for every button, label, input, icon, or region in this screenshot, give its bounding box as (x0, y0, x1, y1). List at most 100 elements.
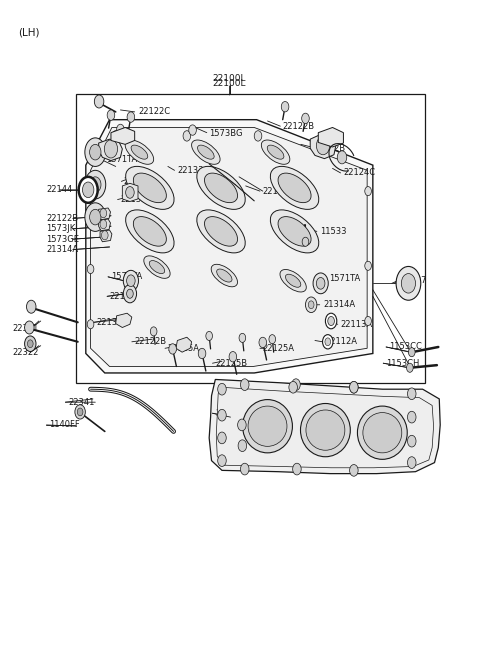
Circle shape (189, 125, 196, 136)
Circle shape (126, 187, 134, 198)
Text: 22122B: 22122B (47, 214, 79, 223)
Polygon shape (91, 128, 367, 366)
Circle shape (123, 285, 137, 303)
Circle shape (239, 333, 246, 343)
Ellipse shape (242, 400, 292, 453)
Circle shape (87, 187, 94, 196)
Text: 22114A: 22114A (263, 187, 295, 196)
Circle shape (90, 210, 101, 225)
Text: 22115A: 22115A (168, 344, 200, 353)
Ellipse shape (131, 145, 148, 159)
Circle shape (206, 331, 213, 341)
Text: 1571TA: 1571TA (106, 155, 137, 164)
Ellipse shape (192, 140, 220, 164)
Text: 11533: 11533 (320, 227, 346, 236)
Circle shape (292, 379, 300, 390)
Text: 22100L: 22100L (213, 79, 246, 88)
Circle shape (302, 237, 309, 246)
Circle shape (365, 261, 372, 271)
Ellipse shape (300, 403, 350, 457)
Circle shape (85, 203, 106, 231)
Circle shape (123, 271, 138, 291)
Circle shape (218, 455, 226, 466)
Circle shape (293, 463, 301, 475)
Circle shape (218, 409, 226, 421)
Text: 22122B: 22122B (124, 177, 156, 186)
Circle shape (218, 432, 226, 443)
Circle shape (365, 187, 372, 196)
Text: 1571TA: 1571TA (111, 272, 142, 282)
Text: 22322: 22322 (12, 348, 39, 357)
Ellipse shape (197, 166, 245, 210)
Ellipse shape (125, 140, 154, 164)
Circle shape (100, 219, 107, 229)
Circle shape (254, 131, 262, 141)
Circle shape (238, 440, 247, 451)
Circle shape (104, 140, 118, 158)
Circle shape (27, 340, 33, 348)
Circle shape (269, 335, 276, 344)
Polygon shape (122, 183, 138, 202)
Circle shape (100, 209, 107, 217)
Circle shape (323, 335, 333, 349)
Circle shape (218, 383, 226, 395)
Circle shape (349, 381, 358, 393)
Polygon shape (98, 219, 110, 231)
Ellipse shape (149, 261, 165, 274)
Text: 22122C: 22122C (138, 107, 170, 117)
Polygon shape (318, 128, 343, 147)
Text: 1153CH: 1153CH (386, 359, 420, 367)
Circle shape (127, 290, 133, 298)
Circle shape (305, 297, 317, 312)
Circle shape (396, 267, 421, 300)
Text: 22122B: 22122B (135, 337, 167, 346)
Text: (LH): (LH) (18, 28, 39, 37)
Circle shape (229, 352, 237, 362)
Polygon shape (86, 120, 373, 373)
Circle shape (85, 170, 106, 199)
Text: 22122B: 22122B (313, 144, 346, 153)
Circle shape (325, 313, 337, 329)
Circle shape (112, 131, 120, 141)
Ellipse shape (270, 166, 319, 210)
Text: 22125A: 22125A (263, 344, 295, 353)
Ellipse shape (211, 265, 238, 287)
Ellipse shape (286, 274, 301, 288)
Ellipse shape (197, 145, 214, 159)
Ellipse shape (306, 410, 345, 450)
Circle shape (87, 320, 94, 329)
Text: 1140FF: 1140FF (49, 421, 80, 430)
Text: 22341: 22341 (68, 398, 95, 407)
Ellipse shape (248, 406, 287, 446)
Circle shape (337, 151, 347, 164)
Circle shape (101, 231, 108, 240)
Circle shape (79, 177, 97, 203)
Circle shape (90, 144, 101, 160)
Circle shape (26, 300, 36, 313)
Polygon shape (116, 313, 132, 328)
Circle shape (240, 379, 249, 390)
Text: 22311B: 22311B (216, 409, 248, 418)
Text: 22321: 22321 (12, 324, 39, 333)
Ellipse shape (278, 217, 311, 246)
Polygon shape (100, 230, 112, 242)
Polygon shape (98, 208, 110, 219)
Ellipse shape (133, 217, 167, 246)
Text: 22327: 22327 (400, 276, 427, 285)
Circle shape (95, 95, 104, 108)
Circle shape (240, 463, 249, 475)
Circle shape (259, 337, 266, 348)
Polygon shape (111, 128, 135, 144)
Polygon shape (216, 387, 433, 468)
Circle shape (408, 348, 415, 357)
Circle shape (365, 316, 372, 326)
Circle shape (107, 110, 115, 121)
Ellipse shape (358, 406, 407, 459)
Text: 22144: 22144 (47, 185, 72, 195)
Text: 22100L: 22100L (213, 73, 246, 83)
Circle shape (24, 336, 36, 352)
Circle shape (127, 275, 135, 287)
Circle shape (183, 131, 191, 141)
Text: 22133: 22133 (178, 166, 204, 175)
Polygon shape (176, 337, 192, 352)
